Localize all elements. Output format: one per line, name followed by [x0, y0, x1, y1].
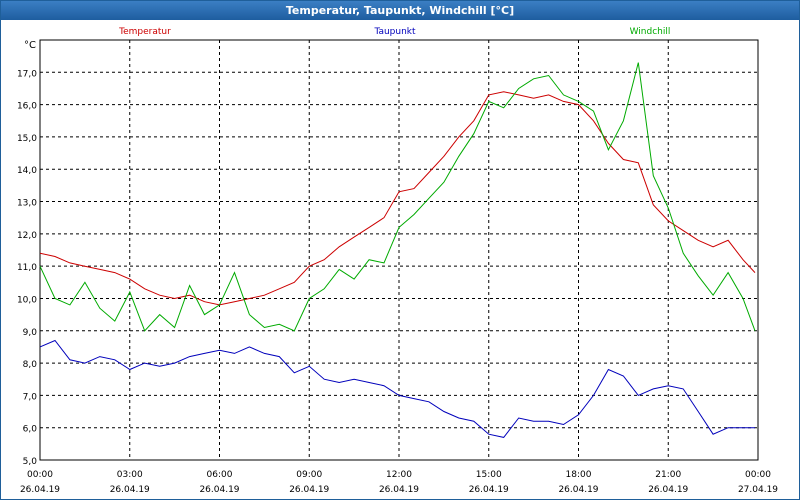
- x-tick-date: 27.04.19: [738, 485, 778, 495]
- y-tick-label: 12,0: [17, 231, 37, 241]
- y-tick-label: 10,0: [17, 295, 37, 305]
- series-group: [39, 62, 756, 438]
- x-tick-date: 26.04.19: [558, 485, 598, 495]
- x-tick-time: 21:00: [655, 470, 681, 480]
- y-tick-label: 11,0: [17, 263, 37, 273]
- x-tick-time: 00:00: [27, 470, 53, 480]
- x-tick-date: 26.04.19: [199, 485, 239, 495]
- y-tick-label: 14,0: [17, 166, 37, 176]
- y-tick-label: 9,0: [23, 328, 38, 338]
- y-tick-label: 5,0: [23, 457, 38, 467]
- x-tick-time: 03:00: [117, 470, 143, 480]
- x-tick-date: 26.04.19: [110, 485, 150, 495]
- x-tick-date: 26.04.19: [648, 485, 688, 495]
- x-tick-date: 26.04.19: [289, 485, 329, 495]
- series-line-temperatur: [39, 91, 756, 306]
- y-tick-label: 13,0: [17, 199, 37, 209]
- grid: [40, 40, 758, 461]
- legend: Temperatur Taupunkt Windchill: [118, 27, 670, 37]
- x-tick-time: 18:00: [566, 470, 592, 480]
- x-tick-date: 26.04.19: [20, 485, 60, 495]
- series-line-windchill: [39, 62, 756, 332]
- x-tick-time: 12:00: [386, 470, 412, 480]
- series-line-taupunkt: [39, 339, 755, 438]
- x-tick-time: 09:00: [296, 470, 322, 480]
- x-tick-time: 15:00: [476, 470, 502, 480]
- y-tick-label: 17,0: [17, 69, 37, 79]
- y-tick-label: 7,0: [23, 392, 38, 402]
- y-axis-label: °C: [24, 40, 36, 51]
- y-tick-label: 8,0: [23, 360, 38, 370]
- y-tick-labels: 5,0 6,0 7,0 8,0 9,0 10,0 11,0 12,0 13,0 14,0 15,0 1…: [17, 69, 37, 467]
- x-tick-date: 26.04.19: [379, 485, 419, 495]
- x-tick-labels: 00:00 26.04.19 03:00 26.04.19 06:00 26.04.19 0…: [20, 470, 778, 495]
- y-tick-label: 15,0: [17, 134, 37, 144]
- x-tick-date: 26.04.19: [469, 485, 509, 495]
- window-title: Temperatur, Taupunkt, Windchill [°C]: [1, 1, 799, 20]
- y-tick-label: 6,0: [23, 425, 38, 435]
- x-tick-time: 00:00: [745, 470, 771, 480]
- legend-entry-temperatur: Temperatur: [118, 27, 171, 37]
- y-tick-label: 16,0: [17, 102, 37, 112]
- legend-entry-windchill: Windchill: [630, 27, 671, 37]
- legend-entry-taupunkt: Taupunkt: [373, 27, 416, 37]
- x-tick-time: 06:00: [207, 470, 233, 480]
